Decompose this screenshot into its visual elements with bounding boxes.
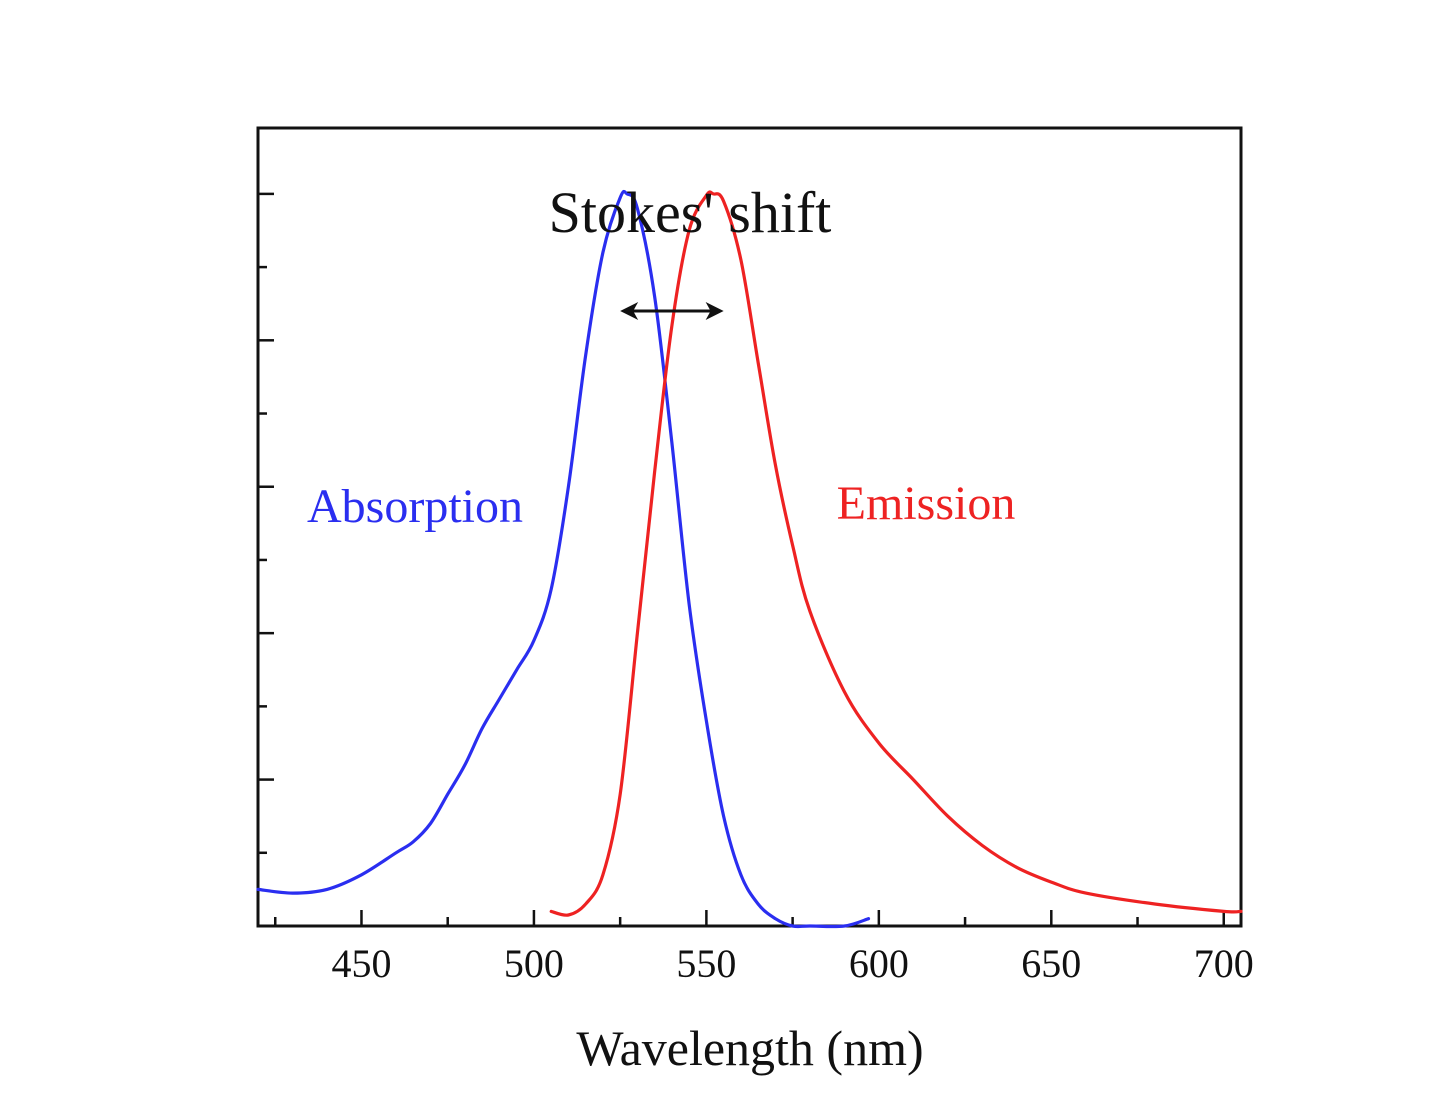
- series-line-emission: [549, 190, 1243, 917]
- arrow-head-left: [620, 302, 639, 320]
- x-axis-label: Wavelength (nm): [576, 1020, 923, 1076]
- x-tick-label: 500: [504, 941, 564, 986]
- arrow-head-right: [705, 302, 724, 320]
- x-tick-label: 650: [1021, 941, 1081, 986]
- absorption-label: Absorption: [307, 480, 523, 533]
- stokes-shift-label: Stokes' shift: [549, 180, 832, 245]
- series-lines: [256, 189, 1243, 929]
- x-tick-label: 700: [1194, 941, 1254, 986]
- x-tick-label: 600: [849, 941, 909, 986]
- plot-frame: [256, 126, 1243, 928]
- x-axis-ticks: [273, 910, 1226, 926]
- emission-label: Emission: [837, 477, 1016, 530]
- y-axis-ticks: [258, 192, 274, 928]
- stokes-shift-arrow-icon: [620, 302, 724, 320]
- x-axis-tick-labels: 450 500 550 600 650 700: [331, 941, 1253, 986]
- x-tick-label: 450: [331, 941, 391, 986]
- series-line-absorption: [256, 189, 871, 929]
- x-tick-label: 550: [676, 941, 736, 986]
